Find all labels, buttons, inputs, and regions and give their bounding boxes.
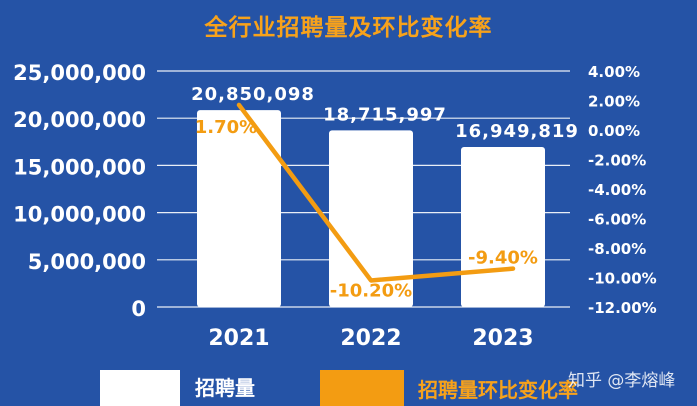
- bar-value-label: 18,715,997: [323, 104, 447, 125]
- left-tick-label: 25,000,000: [13, 61, 146, 85]
- bar-value-label: 20,850,098: [191, 84, 315, 105]
- x-tick-label: 2023: [472, 326, 533, 351]
- bar: [197, 110, 281, 307]
- legend-swatch-bars: [100, 370, 180, 406]
- legend-swatch-line: [320, 370, 404, 406]
- x-tick-label: 2022: [340, 326, 401, 351]
- left-tick-label: 15,000,000: [13, 155, 146, 179]
- right-tick-label: -12.00%: [588, 299, 657, 317]
- bar: [329, 130, 413, 307]
- right-tick-label: 0.00%: [588, 122, 640, 140]
- right-tick-label: 2.00%: [588, 93, 640, 111]
- right-tick-label: -4.00%: [588, 181, 646, 199]
- legend-label-bars: 招聘量: [195, 376, 255, 400]
- left-tick-label: 10,000,000: [13, 203, 146, 227]
- left-tick-label: 20,000,000: [13, 108, 146, 132]
- legend-label-line: 招聘量环比变化率: [418, 378, 578, 402]
- bar: [461, 146, 545, 307]
- right-tick-label: -6.00%: [588, 211, 646, 229]
- right-tick-label: -10.00%: [588, 270, 657, 288]
- x-tick-label: 2021: [208, 326, 269, 351]
- watermark: 知乎 @李熔峰: [568, 371, 676, 391]
- right-tick-label: -8.00%: [588, 240, 646, 258]
- right-tick-label: 4.00%: [588, 63, 640, 81]
- line-series: [236, 102, 516, 283]
- chart-title: 全行业招聘量及环比变化率: [204, 15, 493, 41]
- left-tick-label: 5,000,000: [28, 250, 146, 274]
- line-value-label: -9.40%: [468, 248, 538, 269]
- line-value-label: 1.70%: [195, 117, 257, 138]
- bar-value-label: 16,949,819: [455, 121, 579, 142]
- left-tick-label: 0: [131, 297, 146, 321]
- line-value-label: -10.20%: [330, 280, 412, 301]
- right-tick-label: -2.00%: [588, 152, 646, 170]
